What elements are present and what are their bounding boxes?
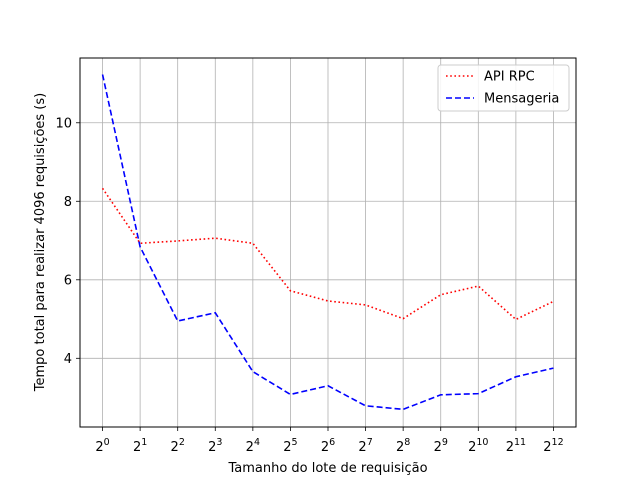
y-tick-label: 10 bbox=[55, 116, 72, 131]
x-tick-label: 21 bbox=[133, 437, 147, 455]
x-tick-label: 212 bbox=[543, 437, 563, 455]
legend-box bbox=[437, 64, 570, 112]
series-layer bbox=[101, 74, 554, 411]
grid bbox=[80, 58, 576, 427]
x-tick-label: 23 bbox=[208, 437, 222, 455]
x-axis-label: Tamanho do lote de requisição bbox=[227, 461, 427, 476]
x-tick-label: 28 bbox=[396, 437, 410, 455]
x-tick-label: 29 bbox=[434, 437, 448, 455]
x-tick-label: 25 bbox=[283, 437, 297, 455]
x-tick-label: 22 bbox=[171, 437, 185, 455]
y-tick-label: 4 bbox=[64, 352, 72, 367]
y-axis-label: Tempo total para realizar 4096 requisiçõ… bbox=[33, 93, 48, 392]
x-tick-label: 20 bbox=[95, 437, 109, 455]
y-tick-label: 8 bbox=[64, 195, 72, 210]
x-tick-label: 26 bbox=[321, 437, 335, 455]
legend: API RPC Mensageria bbox=[437, 64, 570, 112]
x-tick-label: 27 bbox=[358, 437, 372, 455]
axis-ticks: 20 21 22 23 24 25 26 27 28 29 210 211 212 4 6 8 10 bbox=[55, 116, 563, 455]
legend-label-mensageria: Mensageria bbox=[484, 92, 559, 107]
y-tick-label: 6 bbox=[64, 273, 72, 288]
x-tick-label: 24 bbox=[246, 437, 260, 455]
x-tick-label: 211 bbox=[506, 437, 526, 455]
legend-label-api-rpc: API RPC bbox=[484, 70, 535, 85]
x-tick-label: 210 bbox=[468, 437, 488, 455]
